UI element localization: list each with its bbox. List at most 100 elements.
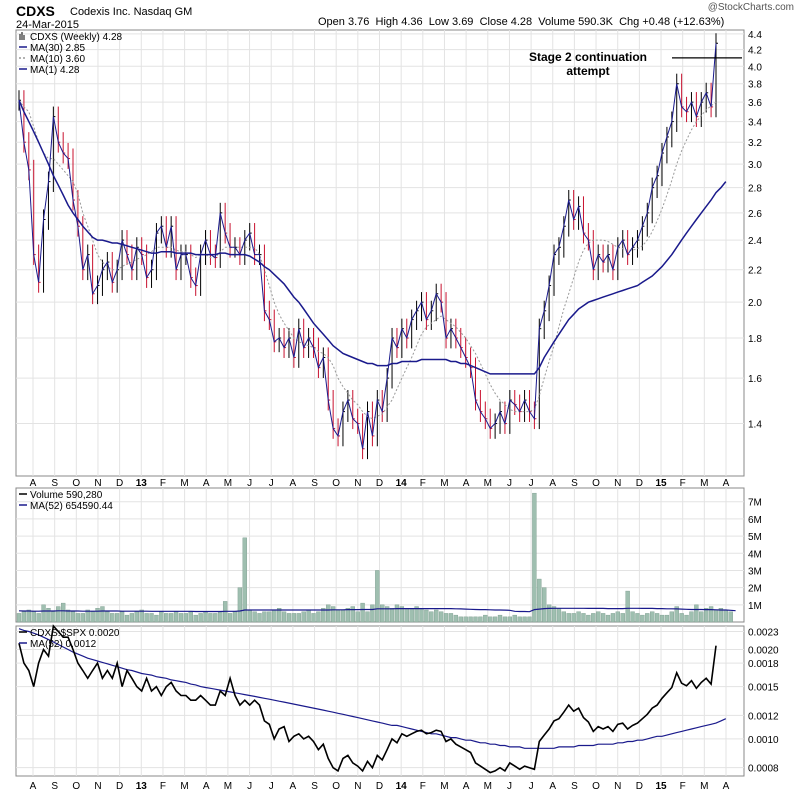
- chg-label: Chg: [619, 16, 640, 28]
- volume-bar: [542, 587, 547, 623]
- volume-bar: [384, 606, 390, 623]
- open-value: 3.76: [347, 16, 370, 28]
- volume-bar: [458, 616, 463, 623]
- volume-bar: [581, 613, 586, 623]
- volume-bar: [345, 608, 351, 623]
- volume-bar: [31, 611, 36, 623]
- volume-bar: [674, 606, 679, 623]
- x-tick-label: M: [700, 478, 708, 489]
- x-tick-label: A: [549, 781, 556, 792]
- volume-bar: [75, 613, 81, 623]
- x-tick-label: M: [700, 781, 708, 792]
- volume-ma-line: [18, 607, 736, 613]
- x-tick-label: F: [420, 478, 426, 489]
- volume-bar: [272, 609, 277, 623]
- volume-bar: [198, 613, 203, 623]
- low-label: Low: [428, 16, 449, 28]
- y-tick-label: 2.0: [748, 298, 762, 309]
- y-tick-label: 2M: [748, 584, 762, 595]
- x-tick-label: M: [224, 781, 232, 792]
- x-tick-label: O: [592, 781, 600, 792]
- volume-bar: [659, 614, 665, 623]
- x-tick-label: 14: [396, 781, 408, 792]
- volume-bar: [478, 616, 483, 623]
- volume-bar: [551, 606, 557, 623]
- volume-bar: [654, 613, 660, 623]
- x-tick-label: N: [94, 781, 101, 792]
- volume-bar: [326, 604, 331, 623]
- volume-bar: [399, 606, 405, 623]
- volume-bar: [453, 614, 459, 623]
- x-tick-label: N: [614, 781, 621, 792]
- volume-bar: [178, 613, 184, 623]
- volume-bar: [615, 611, 620, 623]
- legend-entry: MA(30) 2.85: [30, 43, 85, 54]
- x-tick-label: M: [180, 478, 188, 489]
- high-label: High: [375, 16, 399, 28]
- x-tick-label: M: [440, 478, 448, 489]
- volume-bar: [375, 570, 380, 623]
- x-tick-label: 13: [136, 781, 148, 792]
- y-tick-label: 4.0: [748, 62, 762, 73]
- volume-bar: [237, 587, 243, 623]
- y-tick-label: 3.4: [748, 118, 762, 129]
- volume-bar: [56, 606, 61, 623]
- x-tick-label: A: [203, 781, 210, 792]
- volume-bar: [335, 609, 341, 623]
- volume-bar: [443, 613, 449, 623]
- volume-bar: [718, 608, 724, 623]
- volume-bar: [566, 613, 571, 623]
- legend-entry: MA(52) 0.0012: [30, 639, 97, 650]
- volume-bar: [645, 613, 650, 623]
- volume-bar: [571, 613, 576, 623]
- x-tick-label: O: [72, 478, 80, 489]
- volume-bar: [105, 611, 110, 623]
- ratio-line: [18, 624, 717, 774]
- x-tick-label: D: [376, 478, 383, 489]
- y-tick-label: 3.8: [748, 80, 762, 91]
- volume-bar: [360, 602, 365, 623]
- volume-bar: [247, 609, 252, 623]
- volume-bar: [625, 590, 630, 623]
- volume-bar: [80, 613, 85, 623]
- volume-bar: [306, 609, 311, 623]
- y-tick-label: 4.4: [748, 30, 762, 41]
- volume-bar: [46, 608, 51, 623]
- volume-bar: [355, 611, 360, 623]
- chart-date: 24-Mar-2015: [16, 19, 79, 31]
- volume-bar: [527, 616, 532, 623]
- volume-bar: [635, 613, 640, 623]
- volume-bar: [51, 611, 56, 623]
- volume-bar: [708, 606, 714, 623]
- y-tick-label: 1.8: [748, 334, 762, 345]
- volume-bar: [330, 606, 336, 623]
- volume-bar: [404, 608, 409, 623]
- volume-bar: [596, 611, 601, 623]
- y-tick-label: 3.2: [748, 138, 762, 149]
- legend-entry: MA(10) 3.60: [30, 54, 85, 65]
- x-tick-label: A: [463, 781, 470, 792]
- x-tick-label: F: [160, 781, 166, 792]
- annotation-line-2: attempt: [566, 64, 609, 78]
- volume-bar: [95, 608, 100, 623]
- volume-bar: [591, 613, 596, 623]
- volume-bar: [227, 613, 233, 623]
- volume-bar: [694, 604, 699, 623]
- x-tick-label: D: [116, 781, 123, 792]
- x-tick-label: N: [614, 478, 621, 489]
- ratio-ma-line: [18, 628, 727, 749]
- x-tick-label: J: [269, 781, 274, 792]
- volume-bar: [610, 613, 616, 623]
- x-tick-label: A: [30, 478, 37, 489]
- volume-bar: [183, 613, 189, 623]
- volume-bar: [276, 608, 282, 623]
- volume-bar: [600, 613, 606, 623]
- volume-bar: [129, 613, 135, 623]
- volume-bar: [242, 537, 247, 623]
- y-tick-label: 7M: [748, 498, 762, 509]
- volume-bar: [414, 606, 419, 623]
- annotation-line-1: Stage 2 continuation: [529, 50, 647, 64]
- volume-bar: [164, 613, 169, 623]
- y-tick-label: 0.0012: [748, 711, 779, 722]
